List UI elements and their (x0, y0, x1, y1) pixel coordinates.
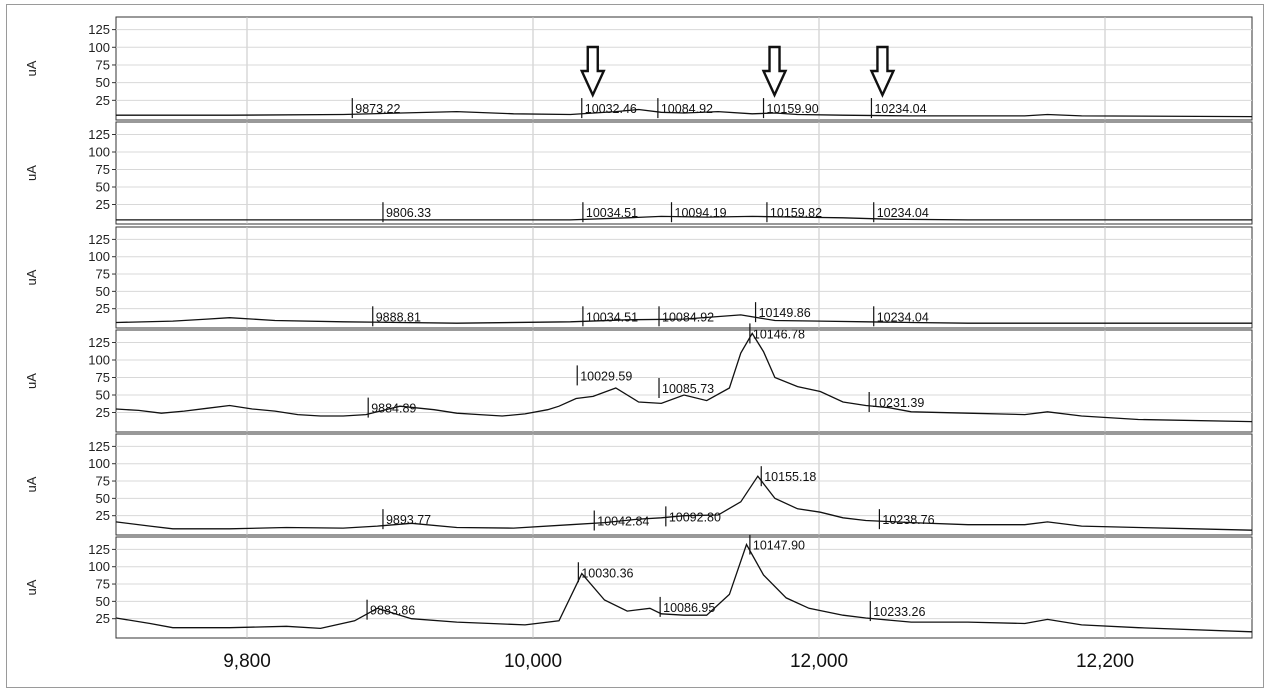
y-tick-label: 25 (96, 93, 110, 108)
y-tick-label: 125 (88, 542, 110, 557)
arrow-marker (579, 45, 606, 98)
peak-label: 9883.86 (370, 604, 415, 618)
peak-label: 10042.84 (597, 515, 649, 529)
peak-label: 10094.19 (675, 206, 727, 220)
panel-frame (115, 536, 1253, 639)
peak-label: 10034.51 (586, 206, 638, 220)
y-tick-label: 50 (96, 284, 110, 299)
peak-label: 9884.89 (371, 402, 416, 416)
y-axis-label: uA (24, 269, 39, 285)
y-tick-label: 25 (96, 405, 110, 420)
y-tick-label: 50 (96, 180, 110, 195)
y-tick-label: 75 (96, 162, 110, 177)
peak-label: 10231.39 (872, 396, 924, 410)
y-tick-label: 125 (88, 22, 110, 37)
y-tick-label: 75 (96, 577, 110, 592)
peak-label: 10029.59 (580, 369, 632, 383)
peak-label: 10149.86 (759, 306, 811, 320)
y-tick-label: 125 (88, 232, 110, 247)
y-tick-label: 50 (96, 75, 110, 90)
y-axis-label: uA (24, 476, 39, 492)
peak-label: 10159.90 (767, 102, 819, 116)
arrow-marker (869, 45, 896, 98)
peak-label: 10234.04 (877, 310, 929, 324)
peak-label: 10092.80 (669, 510, 721, 524)
y-tick-label: 100 (88, 456, 110, 471)
series-trace (115, 332, 1253, 423)
peak-label: 10030.36 (581, 566, 633, 580)
panel-frame (115, 433, 1253, 536)
x-tick-label: 9,800 (223, 651, 271, 672)
peak-label: 10147.90 (753, 539, 805, 553)
peak-label: 10234.04 (874, 102, 926, 116)
y-tick-label: 50 (96, 594, 110, 609)
panel-frame (115, 329, 1253, 433)
peak-label: 10146.78 (753, 327, 805, 341)
y-tick-label: 25 (96, 197, 110, 212)
arrow-marker (761, 45, 788, 98)
peak-label: 10034.51 (586, 310, 638, 324)
peak-label: 9806.33 (386, 206, 431, 220)
peak-label: 9893.77 (386, 513, 431, 527)
x-tick-label: 12,000 (790, 651, 848, 672)
peak-label: 9888.81 (376, 310, 421, 324)
y-tick-label: 100 (88, 40, 110, 55)
y-tick-label: 100 (88, 559, 110, 574)
panel-frame (115, 16, 1253, 121)
series-trace (115, 542, 1253, 633)
y-tick-label: 125 (88, 335, 110, 350)
series-trace (116, 215, 1252, 221)
y-tick-label: 75 (96, 370, 110, 385)
y-tick-label: 125 (88, 127, 110, 142)
series-trace (115, 314, 1252, 324)
y-tick-label: 100 (88, 249, 110, 264)
y-axis-label: uA (24, 165, 39, 181)
y-tick-label: 75 (96, 267, 110, 282)
y-tick-label: 100 (88, 145, 110, 160)
y-tick-label: 75 (96, 57, 110, 72)
peak-label: 10155.18 (764, 470, 816, 484)
peak-label: 10233.26 (873, 605, 925, 619)
peak-label: 10084.92 (662, 310, 714, 324)
panel-frame (115, 121, 1253, 225)
series-trace (115, 475, 1253, 531)
y-tick-label: 100 (88, 353, 110, 368)
series-trace (116, 108, 1253, 118)
y-tick-label: 50 (96, 388, 110, 403)
y-tick-label: 25 (96, 508, 110, 523)
peak-label: 10084.92 (661, 102, 713, 116)
peak-label: 10238.76 (882, 513, 934, 527)
x-tick-label: 10,000 (504, 651, 562, 672)
panel-frame (115, 226, 1253, 329)
y-axis-label: uA (24, 373, 39, 389)
peak-label: 10234.04 (877, 206, 929, 220)
peak-label: 10159.82 (770, 206, 822, 220)
y-tick-label: 125 (88, 439, 110, 454)
y-tick-label: 50 (96, 491, 110, 506)
y-axis-label: uA (24, 60, 39, 76)
y-tick-label: 25 (96, 301, 110, 316)
peak-label: 10085.73 (662, 382, 714, 396)
x-tick-label: 12,200 (1076, 651, 1134, 672)
y-tick-label: 25 (96, 611, 110, 626)
y-tick-label: 75 (96, 474, 110, 489)
peak-label: 10032.46 (585, 102, 637, 116)
peak-label: 9873.22 (355, 102, 400, 116)
y-axis-label: uA (24, 579, 39, 595)
peak-label: 10086.95 (663, 601, 715, 615)
